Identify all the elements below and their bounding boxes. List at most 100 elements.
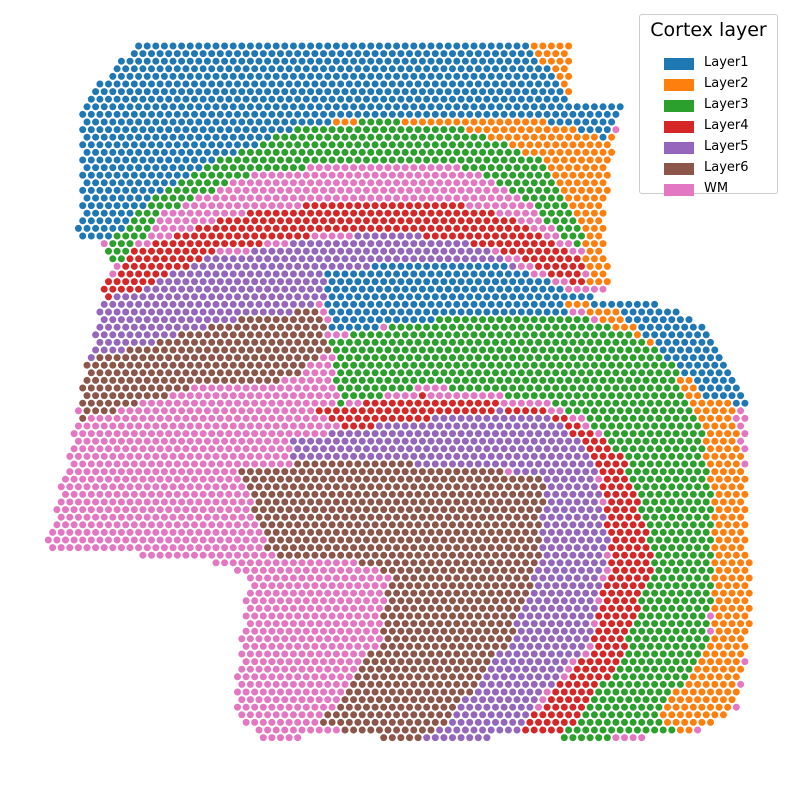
spot bbox=[92, 133, 100, 141]
spot bbox=[659, 483, 667, 491]
spot bbox=[148, 141, 155, 149]
spot bbox=[135, 498, 143, 506]
spot bbox=[341, 559, 349, 567]
spot bbox=[444, 376, 452, 384]
spot bbox=[655, 399, 663, 407]
spot bbox=[461, 255, 469, 263]
spot bbox=[504, 285, 512, 293]
spot bbox=[543, 126, 551, 134]
spot bbox=[466, 566, 474, 574]
spot bbox=[599, 285, 607, 293]
spot bbox=[565, 148, 573, 156]
spot bbox=[143, 270, 151, 278]
spot bbox=[625, 468, 633, 476]
spot bbox=[479, 544, 487, 552]
spot bbox=[388, 551, 396, 559]
spot bbox=[225, 369, 233, 377]
spot bbox=[474, 232, 482, 240]
spot bbox=[281, 240, 289, 248]
spot bbox=[74, 544, 82, 552]
spot bbox=[100, 103, 108, 111]
spot bbox=[208, 308, 216, 316]
spot bbox=[289, 483, 297, 491]
spot bbox=[156, 399, 164, 407]
spot bbox=[543, 490, 551, 498]
spot bbox=[586, 126, 594, 134]
spot bbox=[281, 544, 289, 552]
spot bbox=[113, 262, 121, 270]
spot bbox=[371, 50, 379, 58]
spot bbox=[242, 399, 250, 407]
spot bbox=[470, 270, 478, 278]
spot bbox=[590, 118, 598, 126]
spot bbox=[350, 468, 358, 476]
spot bbox=[599, 452, 607, 460]
spot bbox=[522, 194, 530, 202]
spot bbox=[560, 126, 568, 134]
spot bbox=[212, 316, 220, 324]
spot bbox=[156, 475, 164, 483]
spot bbox=[277, 384, 284, 392]
spot bbox=[406, 95, 413, 103]
spot bbox=[178, 224, 186, 232]
spot bbox=[320, 217, 327, 225]
spot bbox=[535, 156, 542, 164]
spot bbox=[685, 407, 693, 415]
spot bbox=[277, 460, 284, 468]
spot bbox=[199, 460, 207, 468]
spot bbox=[483, 323, 491, 331]
spot bbox=[148, 551, 155, 559]
spot bbox=[423, 521, 431, 529]
spot bbox=[152, 285, 160, 293]
spot bbox=[509, 80, 517, 88]
spot bbox=[676, 589, 684, 597]
spot bbox=[487, 118, 495, 126]
spot bbox=[268, 262, 276, 270]
spot bbox=[113, 354, 121, 362]
spot bbox=[277, 217, 284, 225]
spot bbox=[517, 171, 525, 179]
spot bbox=[375, 392, 383, 400]
spot bbox=[363, 308, 370, 316]
spot bbox=[122, 232, 130, 240]
spot bbox=[586, 445, 594, 453]
spot bbox=[320, 50, 327, 58]
spot bbox=[251, 460, 259, 468]
spot bbox=[500, 536, 508, 544]
spot bbox=[195, 407, 203, 415]
spot bbox=[238, 468, 246, 476]
spot bbox=[517, 445, 525, 453]
spot bbox=[672, 475, 680, 483]
spot bbox=[229, 209, 237, 217]
spot bbox=[547, 589, 555, 597]
spot bbox=[504, 483, 512, 491]
spot bbox=[569, 582, 577, 590]
spot bbox=[470, 361, 478, 369]
spot bbox=[616, 589, 624, 597]
spot bbox=[156, 536, 164, 544]
spot bbox=[255, 300, 263, 308]
spot bbox=[565, 483, 573, 491]
spot bbox=[332, 42, 340, 50]
spot bbox=[603, 566, 611, 574]
spot bbox=[418, 331, 426, 339]
spot bbox=[234, 475, 241, 483]
spot bbox=[603, 110, 611, 118]
spot bbox=[246, 392, 254, 400]
spot bbox=[453, 209, 461, 217]
spot bbox=[126, 270, 134, 278]
spot bbox=[135, 331, 143, 339]
spot bbox=[633, 483, 641, 491]
spot bbox=[573, 498, 581, 506]
spot bbox=[401, 544, 409, 552]
spot bbox=[294, 551, 302, 559]
spot bbox=[92, 422, 100, 430]
spot bbox=[741, 445, 749, 453]
spot bbox=[203, 316, 211, 324]
spot bbox=[289, 498, 297, 506]
spot bbox=[393, 513, 401, 521]
spot bbox=[530, 483, 538, 491]
spot bbox=[535, 308, 542, 316]
spot bbox=[578, 384, 585, 392]
spot bbox=[573, 574, 581, 582]
